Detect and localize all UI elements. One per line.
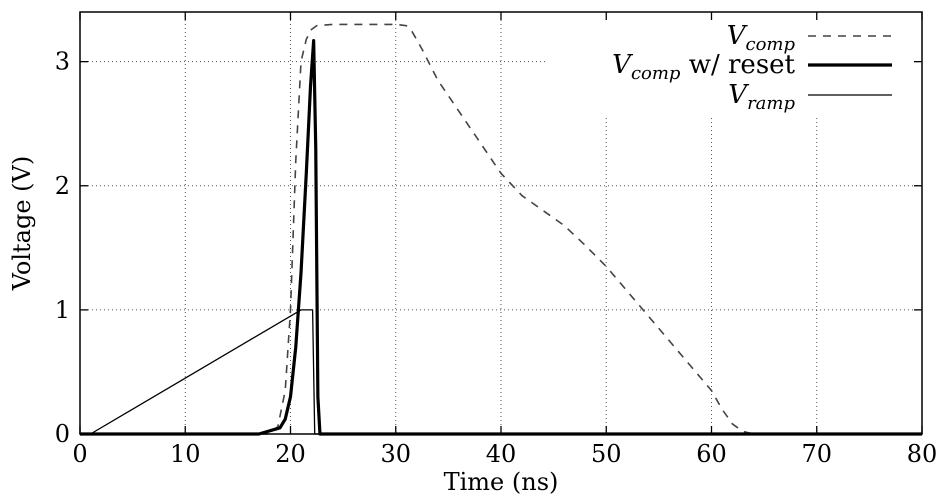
x-tick-label: 20 xyxy=(275,440,306,468)
x-tick-label: 30 xyxy=(380,440,411,468)
y-tick-label: 0 xyxy=(55,420,70,448)
x-tick-label: 80 xyxy=(907,440,938,468)
plot-frame xyxy=(79,11,923,435)
x-axis-title: Time (ns) xyxy=(444,468,559,496)
legend-label-0: Vcomp xyxy=(727,21,796,55)
x-tick-label: 60 xyxy=(696,440,727,468)
x-tick-label: 10 xyxy=(170,440,201,468)
y-tick-label: 1 xyxy=(55,296,70,324)
series-line-1 xyxy=(80,38,922,436)
x-tick-label: 50 xyxy=(591,440,622,468)
grid-layer xyxy=(80,12,922,434)
y-axis-title: Voltage (V) xyxy=(8,156,36,291)
tick-layer: 0 10 20 30 40 50 60 70 80 0 1 2 3 xyxy=(55,12,938,468)
y-tick-label: 2 xyxy=(55,172,70,200)
legend-label-2: Vramp xyxy=(728,80,795,114)
x-tick-label: 0 xyxy=(72,440,87,468)
y-tick-label: 3 xyxy=(55,48,70,76)
legend-label-1: Vcomp w/ reset xyxy=(612,50,795,84)
x-tick-label: 70 xyxy=(801,440,832,468)
series-line-0 xyxy=(80,23,922,435)
x-tick-label: 40 xyxy=(486,440,517,468)
